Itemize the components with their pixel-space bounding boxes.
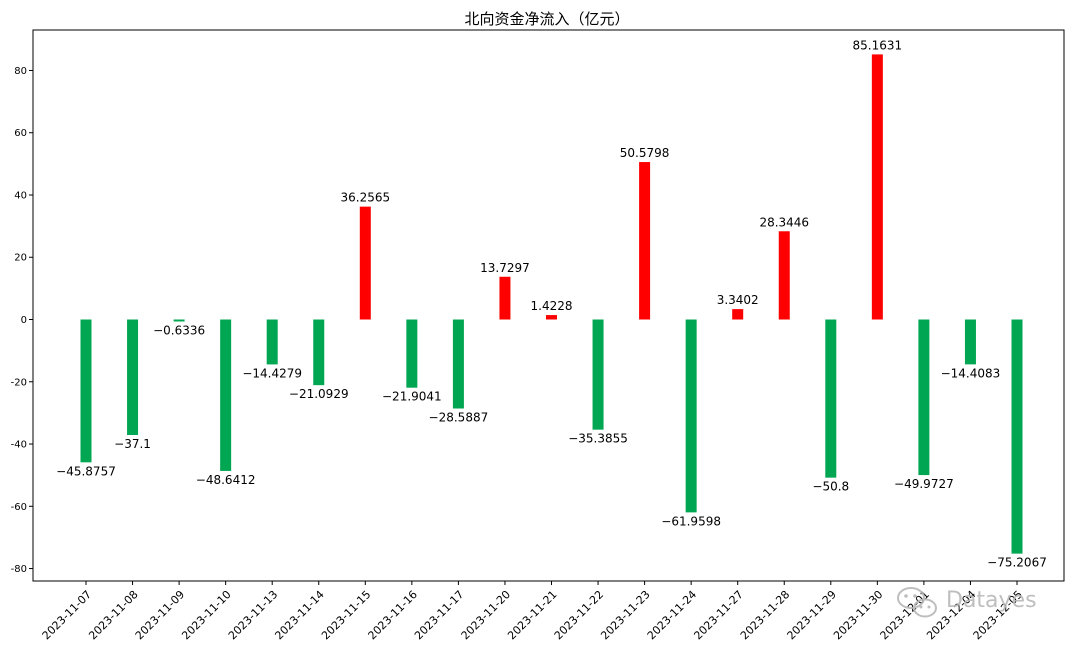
- bar: [871, 54, 883, 320]
- bar: [546, 315, 557, 320]
- data-label: −75.2067: [987, 556, 1047, 570]
- bar: [918, 319, 930, 476]
- bar: [1011, 319, 1023, 554]
- data-label: 1.4228: [531, 299, 573, 313]
- bar: [592, 319, 604, 430]
- bar: [173, 319, 185, 322]
- bar: [778, 231, 790, 320]
- data-label: 13.7297: [480, 261, 530, 275]
- data-label: −48.6412: [196, 473, 256, 487]
- data-label: −49.9727: [894, 477, 954, 491]
- data-label: −61.9598: [661, 514, 721, 528]
- data-label: −50.8: [812, 480, 849, 494]
- watermark: Datayes: [897, 587, 1037, 618]
- y-tick-label: 80: [14, 66, 27, 77]
- data-label: 28.3446: [759, 215, 809, 229]
- bar: [825, 319, 837, 478]
- y-tick-label: 20: [14, 253, 27, 264]
- data-label: −14.4279: [242, 366, 302, 380]
- bar: [964, 319, 976, 365]
- bar: [220, 319, 232, 471]
- bar: [452, 319, 464, 409]
- data-label: −35.3855: [568, 432, 628, 446]
- y-tick-label: -80: [11, 564, 27, 575]
- wechat-icon: [897, 587, 937, 618]
- chart-title: 北向资金净流入（亿元）: [464, 10, 629, 28]
- y-axis: -80 -60 -40 -20 0 20 40 60 80: [11, 66, 33, 575]
- y-tick-label: -20: [11, 377, 27, 388]
- bar: [406, 319, 418, 388]
- bar: [359, 206, 371, 320]
- plot-frame: [32, 29, 1065, 582]
- y-tick-label: 0: [21, 315, 27, 326]
- data-label: 36.2565: [340, 191, 390, 205]
- y-tick-label: -40: [11, 440, 27, 451]
- data-label: −37.1: [114, 437, 151, 451]
- bar: [313, 319, 325, 386]
- bar: [732, 309, 744, 320]
- y-tick-label: 40: [14, 190, 27, 201]
- bar: [499, 276, 511, 320]
- y-tick-label: -60: [11, 502, 27, 513]
- data-label: −14.4083: [941, 366, 1001, 380]
- data-labels: −45.8757 −37.1 −0.6336 −48.6412 −14.4279 −21.…: [56, 38, 1047, 569]
- x-axis: 2023-11-072023-11-082023-11-092023-11-10…: [40, 581, 1025, 642]
- data-label: −21.0929: [289, 387, 349, 401]
- data-label: 50.5798: [620, 146, 670, 160]
- data-label: −28.5887: [429, 411, 489, 425]
- data-label: 3.3402: [717, 293, 759, 307]
- y-tick-label: 60: [14, 128, 27, 139]
- data-label: −0.6336: [153, 323, 205, 337]
- bar: [266, 319, 278, 365]
- bar: [639, 162, 651, 320]
- bar: [127, 319, 139, 436]
- data-label: −21.9041: [382, 390, 442, 404]
- bar: [80, 319, 92, 463]
- data-label: 85.1631: [853, 38, 903, 52]
- bars: [80, 54, 1023, 554]
- bar: [685, 319, 697, 513]
- data-label: −45.8757: [56, 464, 116, 478]
- watermark-text: Datayes: [946, 588, 1037, 613]
